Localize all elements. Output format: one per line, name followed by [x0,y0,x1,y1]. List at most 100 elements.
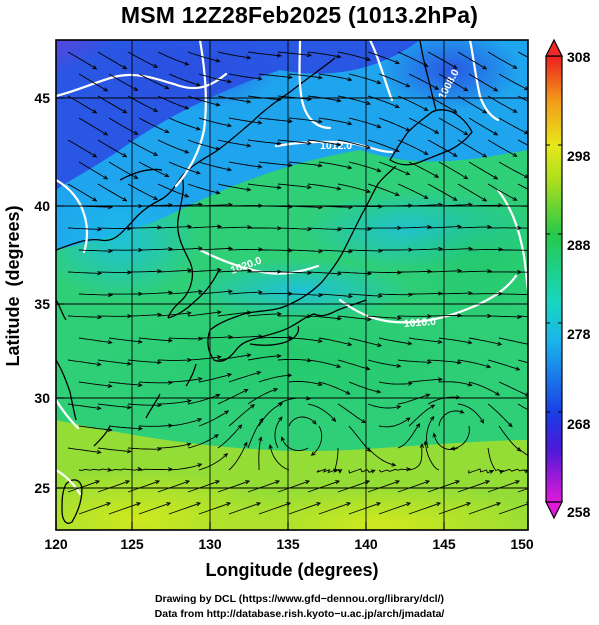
streamline-arrowhead [122,109,128,114]
streamline [318,73,352,81]
streamline-arrowhead [394,104,400,109]
streamline-arrowhead [257,120,263,125]
streamline-arrowhead [122,65,128,70]
streamline [307,403,336,422]
credit-drawing: Drawing by DCL (https://www.gfd−dennou.o… [154,593,445,605]
streamline [397,183,428,199]
streamline [348,337,382,347]
streamline [138,117,169,133]
streamline [67,95,97,114]
streamline-arrowhead [361,419,367,424]
streamline [378,417,411,428]
streamline-arrowhead [419,443,425,448]
streamline [168,73,201,86]
streamline-arrowhead [103,175,109,180]
streamline [307,183,341,190]
streamline-arrowhead [394,148,400,153]
streamline [217,270,252,273]
streamline-arrowhead [337,271,342,276]
streamline [348,161,381,172]
streamline [247,183,281,189]
streamline [408,161,439,178]
streamline-arrowhead [397,315,402,321]
streamline [217,51,251,59]
streamline-arrowhead [528,293,532,297]
streamline-arrowhead [96,362,102,367]
streamline-arrowhead [394,192,400,197]
streamline [367,51,400,64]
streamline [517,359,528,364]
streamline [498,381,528,396]
streamline-arrowhead [126,361,132,366]
streamline-arrowhead [423,194,429,199]
streamline-arrowhead [365,56,371,62]
streamline-arrowhead [365,100,371,106]
streamline [517,271,528,273]
streamline [438,381,472,386]
streamline [337,95,371,105]
streamline [277,480,310,493]
streamline [318,117,352,125]
streamline [427,95,457,113]
streamline-arrowhead [126,405,132,410]
streamline [78,381,112,387]
streamline-arrowhead [365,366,371,371]
streamline-arrowhead [288,204,294,209]
streamline-arrowhead [287,119,293,124]
streamline [97,227,131,229]
streamline-arrowhead [138,426,143,431]
streamline-arrowhead [376,168,382,173]
y-tick-35: 35 [34,296,50,312]
streamline [228,335,262,339]
streamline [288,502,321,515]
streamline-arrowhead [197,418,203,423]
streamline [348,381,381,393]
streamline-arrowhead [276,53,282,58]
streamline-arrowhead [463,131,469,136]
streamline-arrowhead [107,427,113,432]
streamline [228,248,262,251]
streamline [258,117,292,122]
streamline [138,424,173,427]
streamline-arrowhead [347,341,353,347]
streamline-arrowhead [246,310,252,315]
streamline-arrowhead [257,164,263,169]
streamline [108,73,138,91]
streamline [378,502,411,515]
streamline-arrowhead [336,54,342,59]
streamline-arrowhead [133,86,139,91]
streamline [67,183,97,202]
streamline-arrowhead [184,61,190,66]
streamline-arrowhead [92,65,98,70]
streamline [318,502,351,515]
streamline-arrowhead [406,502,412,507]
streamline-arrowhead [493,87,499,92]
streamline-arrowhead [425,480,431,485]
streamline [258,337,293,339]
streamline-arrowhead [133,174,139,179]
streamline-arrowhead [287,75,293,80]
streamline-arrowhead [137,382,143,388]
streamline [457,359,491,368]
streamline-arrowhead [153,63,159,68]
streamline [187,434,219,449]
streamline [307,480,340,493]
x-tick-150: 150 [510,536,534,552]
streamline [157,359,192,361]
streamline [78,249,112,252]
streamline [67,447,101,453]
streamline [378,117,410,132]
streamline-arrowhead [185,480,191,485]
streamline [274,416,283,449]
streamline-arrowhead [153,195,159,200]
streamline [367,447,396,466]
streamline-arrowhead [512,64,518,69]
streamline-arrowhead [258,247,264,252]
streamline-arrowhead [186,311,192,316]
streamline [517,51,528,58]
streamline-arrowhead [226,79,233,84]
streamline [217,354,251,361]
streamline-arrowhead [493,131,499,136]
streamline-arrowhead [227,373,233,378]
streamline [378,337,412,345]
